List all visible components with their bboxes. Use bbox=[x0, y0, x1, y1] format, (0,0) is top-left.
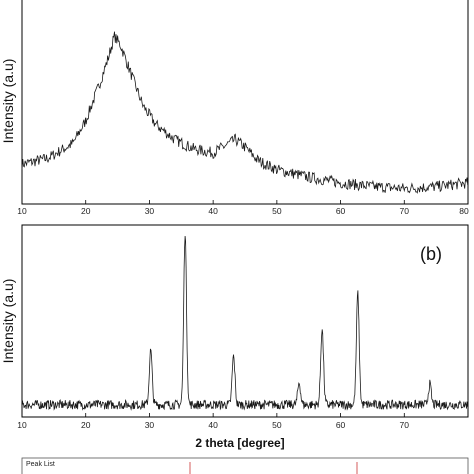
x-tick-label: 40 bbox=[208, 206, 218, 216]
x-tick-label: 80 bbox=[459, 206, 469, 216]
x-tick-label: 50 bbox=[272, 206, 282, 216]
x-tick-label: 40 bbox=[208, 420, 218, 430]
panel-b-frame bbox=[21, 224, 469, 418]
panel-a: Intensity (a.u) 10 20 30 40 50 60 70 80 bbox=[0, 0, 469, 216]
panel-b-xlabel: 2 theta [degree] bbox=[195, 436, 284, 450]
panel-a-frame bbox=[21, 0, 469, 205]
x-tick-label: 30 bbox=[145, 420, 155, 430]
panel-b-x-axis: 10 20 30 40 50 60 70 bbox=[17, 413, 409, 430]
panel-a-ylabel: Intensity (a.u) bbox=[0, 59, 16, 144]
panel-a-x-axis: 10 20 30 40 50 60 70 80 bbox=[17, 200, 469, 216]
x-tick-label: 60 bbox=[336, 420, 346, 430]
panel-b-ylabel: Intensity (a.u) bbox=[0, 279, 16, 364]
panel-c-frame bbox=[21, 457, 469, 474]
x-tick-label: 30 bbox=[145, 206, 155, 216]
panel-b-xrd-curve bbox=[21, 235, 469, 411]
x-tick-label: 20 bbox=[81, 206, 91, 216]
panel-c-title: Peak List bbox=[26, 461, 55, 468]
x-tick-label: 20 bbox=[81, 420, 91, 430]
panel-b-label: (b) bbox=[420, 244, 442, 264]
panel-c: Peak List bbox=[21, 457, 469, 474]
x-tick-label: 10 bbox=[17, 420, 27, 430]
x-tick-label: 10 bbox=[17, 206, 27, 216]
x-tick-label: 70 bbox=[400, 206, 410, 216]
panel-a-xrd-curve bbox=[21, 31, 469, 194]
x-tick-label: 70 bbox=[400, 420, 410, 430]
x-tick-label: 60 bbox=[336, 206, 346, 216]
panel-b: Intensity (a.u) (b) 10 20 30 40 50 60 70 2 the… bbox=[0, 224, 469, 450]
x-tick-label: 50 bbox=[272, 420, 282, 430]
